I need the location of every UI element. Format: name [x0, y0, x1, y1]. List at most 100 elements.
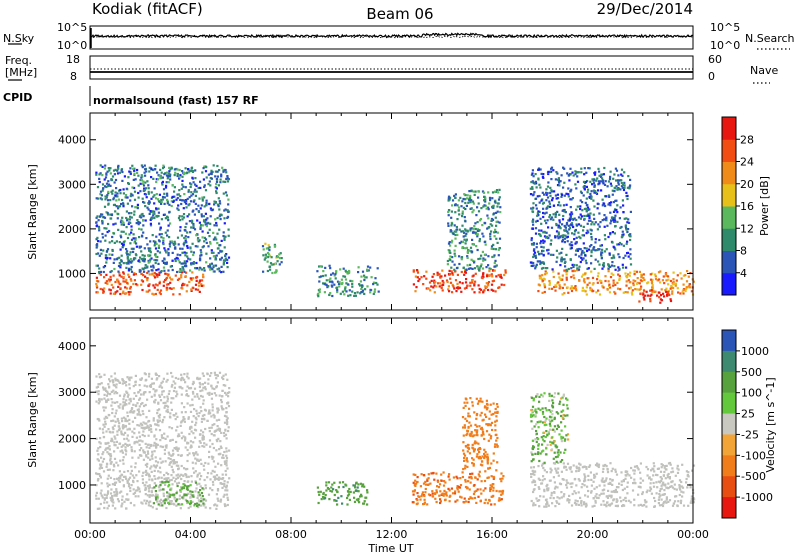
- velocity-cell-1: [116, 434, 118, 436]
- velocity-cell-3: [352, 484, 354, 486]
- velocity-cell-1: [226, 379, 228, 381]
- power-cell-3: [345, 282, 347, 284]
- power-cell-1: [153, 266, 155, 268]
- power-cell-0: [100, 288, 102, 290]
- velocity-cell-1: [193, 415, 195, 417]
- power-cell-6: [639, 282, 641, 284]
- power-cell-0: [185, 275, 187, 277]
- velocity-cell-1: [170, 474, 172, 476]
- power-cell-1: [163, 267, 165, 269]
- velocity-cell-1: [212, 424, 214, 426]
- velocity-cell-4: [453, 476, 455, 478]
- velocity-cell-1: [148, 375, 150, 377]
- power-cell-1: [129, 242, 131, 244]
- velocity-cell-4: [427, 484, 429, 486]
- power-cell-7: [574, 243, 576, 245]
- power-cell-5: [480, 207, 482, 209]
- velocity-cell-0: [191, 481, 193, 483]
- power-cell-7: [590, 223, 592, 225]
- power-cell-5: [462, 198, 464, 200]
- power-cell-6: [686, 280, 688, 282]
- power-cell-1: [104, 240, 106, 242]
- velocity-cell-0: [96, 492, 98, 494]
- power-cell-1: [187, 258, 189, 260]
- velocity-cell-1: [172, 453, 174, 455]
- power-cell-4: [486, 275, 488, 277]
- velocity-cell-4: [469, 473, 471, 475]
- velocity-cell-1: [197, 396, 199, 398]
- power-cell-5: [460, 205, 462, 207]
- power-cell-1: [179, 199, 181, 201]
- power-cell-1: [140, 250, 142, 252]
- velocity-cell-1: [150, 465, 152, 467]
- power-cell-1: [227, 266, 229, 268]
- velocity-cell-0: [175, 505, 177, 507]
- power-cell-4: [488, 275, 490, 277]
- velocity-cell-5: [491, 422, 493, 424]
- power-cell-7: [624, 255, 626, 257]
- power-cell-7: [620, 179, 622, 181]
- power-cell-6: [629, 272, 631, 274]
- power-cell-7: [581, 192, 583, 194]
- velocity-cell-2: [198, 491, 200, 493]
- power-cell-3: [364, 288, 366, 290]
- power-cell-7: [609, 178, 611, 180]
- power-cell-5: [459, 229, 461, 231]
- velocity-cell-4: [445, 499, 447, 501]
- velocity-cell-4: [416, 492, 418, 494]
- velocity-cell-1: [186, 373, 188, 375]
- power-cell-1: [143, 189, 145, 191]
- velocity-cell-1: [127, 440, 129, 442]
- power-cell-1: [116, 192, 118, 194]
- power-cell-6: [543, 278, 545, 280]
- velocity-cell-5: [496, 412, 498, 414]
- power-cell-7: [557, 235, 559, 237]
- power-cell-7: [629, 248, 631, 250]
- power-cell-1: [181, 234, 183, 236]
- power-cell-7: [613, 256, 615, 258]
- power-cell-7: [587, 167, 589, 169]
- power-cell-5: [495, 212, 497, 214]
- velocity-cell-4: [462, 476, 464, 478]
- velocity-cell-1: [154, 434, 156, 436]
- power-cell-7: [537, 178, 539, 180]
- velocity-cell-1: [195, 422, 197, 424]
- power-cell-5: [451, 223, 453, 225]
- velocity-cell-0: [135, 495, 137, 497]
- velocity-cell-1: [216, 374, 218, 376]
- power-cell-7: [571, 172, 573, 174]
- power-cell-5: [487, 255, 489, 257]
- velocity-cell-1: [175, 478, 177, 480]
- velocity-cell-5: [479, 414, 481, 416]
- velocity-cell-1: [158, 415, 160, 417]
- power-colorbar-tick-label: 8: [740, 245, 747, 258]
- power-cell-8: [642, 294, 644, 296]
- power-cell-1: [114, 258, 116, 260]
- power-cell-1: [226, 175, 228, 177]
- velocity-cell-4: [492, 495, 494, 497]
- velocity-cell-2: [158, 503, 160, 505]
- power-cell-5: [477, 221, 479, 223]
- power-cell-6: [603, 286, 605, 288]
- velocity-cell-1: [138, 425, 140, 427]
- velocity-cell-1: [99, 428, 101, 430]
- power-cell-5: [475, 214, 477, 216]
- power-cell-1: [195, 262, 197, 264]
- velocity-cell-4: [425, 488, 427, 490]
- power-cell-7: [555, 194, 557, 196]
- power-cell-5: [454, 250, 456, 252]
- velocity-cell-1: [133, 398, 135, 400]
- power-cell-5: [462, 213, 464, 215]
- velocity-cell-1: [220, 432, 222, 434]
- velocity-cell-0: [106, 497, 108, 499]
- power-cell-6: [623, 292, 625, 294]
- power-cell-0: [97, 291, 99, 293]
- velocity-cell-1: [171, 376, 173, 378]
- velocity-cell-3: [357, 486, 359, 488]
- power-cell-1: [137, 221, 139, 223]
- power-cell-1: [142, 224, 144, 226]
- velocity-cell-1: [176, 393, 178, 395]
- velocity-cell-4: [477, 496, 479, 498]
- power-cell-7: [542, 176, 544, 178]
- power-cell-4: [497, 287, 499, 289]
